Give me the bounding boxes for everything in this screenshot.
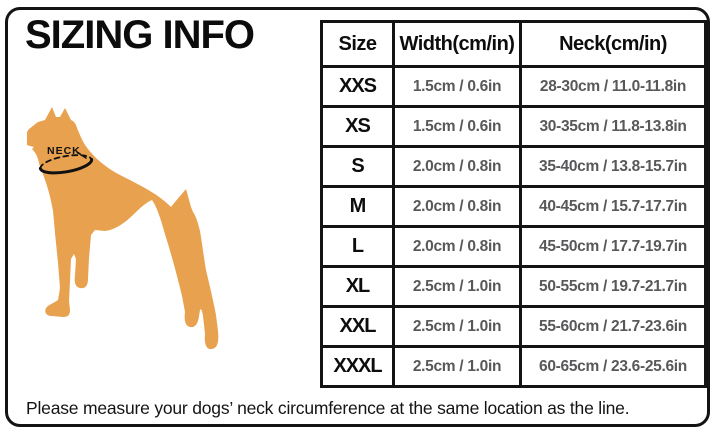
neck-line-dashed: [39, 154, 93, 170]
width-cell: 2.0cm / 0.8in: [392, 185, 522, 228]
column-header-width: Width(cm/in): [392, 20, 522, 68]
width-cell: 2.0cm / 0.8in: [392, 145, 522, 188]
neck-cell: 55-60cm / 21.7-23.6in: [519, 305, 707, 348]
width-cell: 2.5cm / 1.0in: [392, 265, 522, 308]
size-cell: L: [320, 225, 395, 268]
table-row: L 2.0cm / 0.8in 45-50cm / 17.7-19.7in: [320, 225, 707, 268]
size-cell: XS: [320, 105, 395, 148]
neck-line-solid: [38, 158, 94, 175]
table-row: M 2.0cm / 0.8in 40-45cm / 15.7-17.7in: [320, 185, 707, 228]
column-header-neck: Neck(cm/in): [519, 20, 707, 68]
size-cell: XXL: [320, 305, 395, 348]
size-chart-table: Size Width(cm/in) Neck(cm/in) XXS 1.5cm …: [320, 20, 707, 388]
table-row: XXXL 2.5cm / 1.0in 60-65cm / 23.6-25.6in: [320, 345, 707, 388]
width-cell: 1.5cm / 0.6in: [392, 105, 522, 148]
neck-cell: 28-30cm / 11.0-11.8in: [519, 65, 707, 108]
neck-cell: 60-65cm / 23.6-25.6in: [519, 345, 707, 388]
width-cell: 2.5cm / 1.0in: [392, 305, 522, 348]
neck-cell: 40-45cm / 15.7-17.7in: [519, 185, 707, 228]
neck-cell: 35-40cm / 13.8-15.7in: [519, 145, 707, 188]
table-header-row: Size Width(cm/in) Neck(cm/in): [320, 20, 707, 68]
width-cell: 2.5cm / 1.0in: [392, 345, 522, 388]
table-row: XL 2.5cm / 1.0in 50-55cm / 19.7-21.7in: [320, 265, 707, 308]
width-cell: 1.5cm / 0.6in: [392, 65, 522, 108]
column-header-size: Size: [320, 20, 395, 68]
table-row: S 2.0cm / 0.8in 35-40cm / 13.8-15.7in: [320, 145, 707, 188]
neck-pointer-dash: [76, 151, 87, 159]
size-cell: XXS: [320, 65, 395, 108]
neck-cell: 45-50cm / 17.7-19.7in: [519, 225, 707, 268]
measure-instruction-note: Please measure your dogs’ neck circumfer…: [26, 398, 630, 418]
size-cell: S: [320, 145, 395, 188]
dog-body-shape: [27, 107, 219, 350]
neck-cell: 30-35cm / 11.8-13.8in: [519, 105, 707, 148]
table-row: XXL 2.5cm / 1.0in 55-60cm / 21.7-23.6in: [320, 305, 707, 348]
size-cell: XXXL: [320, 345, 395, 388]
neck-cell: 50-55cm / 19.7-21.7in: [519, 265, 707, 308]
size-cell: XL: [320, 265, 395, 308]
table-row: XS 1.5cm / 0.6in 30-35cm / 11.8-13.8in: [320, 105, 707, 148]
dog-silhouette-svg: NECK: [27, 107, 219, 350]
neck-label: NECK: [47, 145, 81, 157]
table-row: XXS 1.5cm / 0.6in 28-30cm / 11.0-11.8in: [320, 65, 707, 108]
width-cell: 2.0cm / 0.8in: [392, 225, 522, 268]
size-cell: M: [320, 185, 395, 228]
page-title: SIZING INFO: [25, 13, 255, 57]
dog-illustration: NECK: [25, 103, 225, 353]
page-frame: [5, 7, 710, 427]
